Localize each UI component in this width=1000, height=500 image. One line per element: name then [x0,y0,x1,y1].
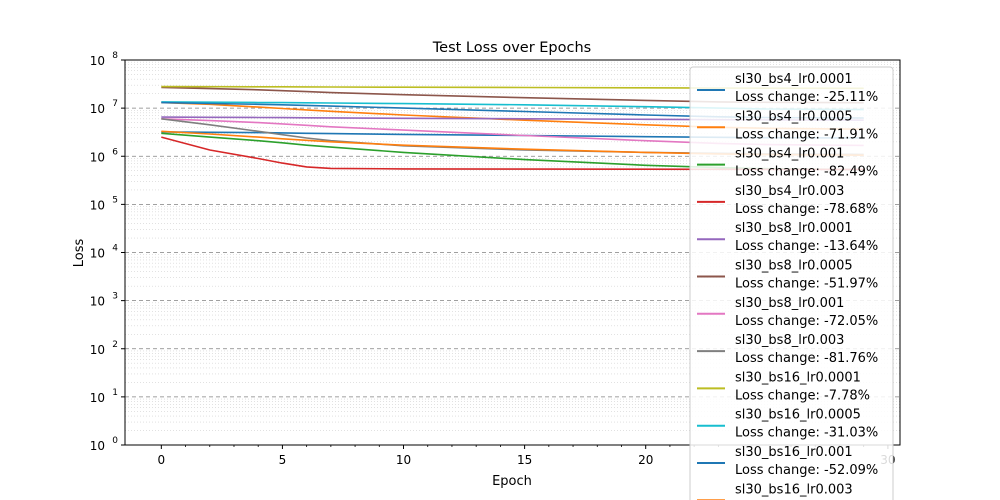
legend-entry-name: sl30_bs8_lr0.0005 [735,259,853,274]
y-tick-label: 10 [90,439,105,453]
y-axis-label: Loss [72,239,87,268]
legend-entry-change: Loss change: -52.09% [735,463,878,478]
legend-entry-change: Loss change: -82.49% [735,165,878,180]
y-tick-exponent: 6 [112,147,118,157]
legend-entry-name: sl30_bs8_lr0.001 [735,296,844,311]
x-axis-label: Epoch [492,474,532,489]
y-tick-label: 10 [90,391,105,405]
y-tick-label: 10 [90,150,105,164]
y-tick-exponent: 0 [112,436,118,446]
chart-title: Test Loss over Epochs [432,40,591,56]
legend-entry-name: sl30_bs8_lr0.003 [735,333,844,348]
legend-entry-name: sl30_bs16_lr0.0001 [735,370,861,385]
legend-entry-name: sl30_bs4_lr0.003 [735,184,844,199]
legend-entry-change: Loss change: -31.03% [735,426,878,441]
legend-entry-name: sl30_bs16_lr0.003 [735,482,853,497]
y-tick-exponent: 2 [112,340,118,350]
y-tick-label: 10 [90,247,105,261]
legend-entry-change: Loss change: -81.76% [735,351,878,366]
y-tick-exponent: 5 [112,195,118,205]
y-tick-exponent: 8 [112,51,118,61]
legend-entry-name: sl30_bs16_lr0.0005 [735,408,861,423]
legend-entry-change: Loss change: -25.11% [735,90,878,105]
legend-entry-name: sl30_bs4_lr0.0001 [735,72,853,87]
x-tick-label: 20 [638,453,653,467]
y-tick-exponent: 4 [112,244,118,254]
y-tick-exponent: 1 [112,388,118,398]
legend-entry-change: Loss change: -71.91% [735,127,878,142]
x-tick-label: 5 [279,453,287,467]
y-tick-exponent: 7 [112,99,118,109]
y-tick-label: 10 [90,102,105,116]
axis-ticks: 0510152030100101102103104105106107108 [90,51,896,467]
legend-entry-name: sl30_bs8_lr0.0001 [735,221,853,236]
x-tick-label: 10 [396,453,411,467]
legend-entry-change: Loss change: -72.05% [735,314,878,329]
legend-box [689,66,894,500]
legend-entry-name: sl30_bs4_lr0.0005 [735,109,853,124]
y-tick-exponent: 3 [112,292,118,302]
y-tick-label: 10 [90,295,105,309]
legend-entry-name: sl30_bs16_lr0.001 [735,445,853,460]
legend-entry-change: Loss change: -51.97% [735,277,878,292]
legend-entry-change: Loss change: -7.78% [735,388,870,403]
legend-entry-name: sl30_bs4_lr0.001 [735,147,844,162]
y-tick-label: 10 [90,54,105,68]
legend-entry-change: Loss change: -13.64% [735,239,878,254]
y-tick-label: 10 [90,343,105,357]
y-tick-label: 10 [90,198,105,212]
x-tick-label: 0 [158,453,166,467]
legend: sl30_bs4_lr0.0001 Loss change: -25.11% sl3… [689,66,894,500]
x-tick-label: 15 [517,453,532,467]
legend-entry-change: Loss change: -78.68% [735,202,878,217]
